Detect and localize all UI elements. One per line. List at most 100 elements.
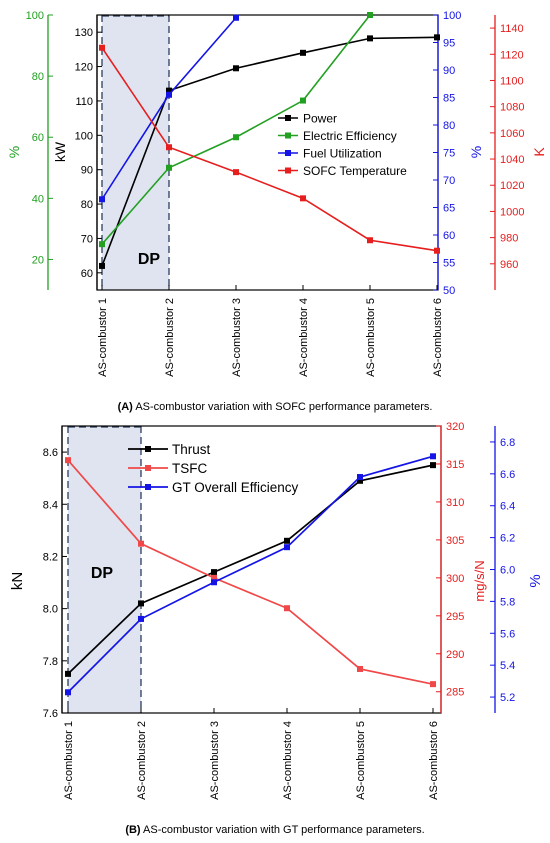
eff-tick-label: 80 — [32, 71, 44, 83]
legend-marker-fuel-utilization — [285, 150, 291, 156]
util-tick-label: 55 — [443, 258, 455, 270]
point-electric-efficiency — [300, 97, 306, 104]
caption-a-label: (A) — [117, 401, 133, 413]
legend-marker-tsfc — [145, 465, 151, 471]
point-tsfc — [65, 457, 71, 464]
temp-tick-label: 980 — [500, 233, 518, 245]
tsfc-axis-title: mg/s/N — [472, 560, 487, 601]
point-gt-overall-efficiency — [357, 474, 363, 481]
legend-marker-power — [285, 115, 291, 121]
util-tick-label: 90 — [443, 65, 455, 77]
tsfc-tick-label: 320 — [446, 421, 464, 433]
gteff-tick-label: 6.4 — [500, 501, 515, 513]
kw-tick-label: 70 — [81, 233, 93, 245]
chart-b: DP 7.6 7.8 8.0 8.2 8.4 8.6 285 290 295 300 305 310 31… — [9, 421, 544, 800]
kn-axis-title: kN — [9, 572, 26, 590]
point-thrust — [357, 477, 363, 484]
caption-b: (B) AS-combustor variation with GT perfo… — [0, 824, 550, 836]
legend-label-electric-efficiency: Electric Efficiency — [303, 129, 397, 143]
x-tick-label-a: AS-combustor 6 — [432, 298, 444, 377]
point-gt-overall-efficiency — [138, 615, 144, 622]
dp-region — [102, 15, 169, 290]
legend-marker-electric-efficiency — [285, 132, 291, 139]
kw-tick-label: 120 — [75, 62, 93, 74]
point-tsfc — [211, 574, 217, 581]
gteff-tick-label: 5.6 — [500, 628, 515, 640]
legend-marker-sofc-temperature — [285, 167, 291, 174]
kn-tick-label: 8.2 — [43, 551, 58, 563]
kw-tick-label: 80 — [81, 199, 93, 211]
kw-tick-label: 110 — [75, 96, 93, 108]
tsfc-tick-label: 285 — [446, 687, 464, 699]
legend-marker-thrust — [145, 446, 151, 452]
series-line-gt-overall-efficiency — [67, 455, 434, 693]
eff-axis-title: % — [6, 146, 22, 158]
point-power — [300, 49, 306, 56]
x-tick-label-b: AS-combustor 3 — [209, 721, 221, 800]
temp-tick-label: 1020 — [500, 180, 524, 192]
series-line-thrust — [67, 464, 434, 675]
point-gt-overall-efficiency — [430, 453, 436, 460]
point-electric-efficiency — [233, 134, 239, 141]
util-tick-label: 100 — [443, 10, 461, 22]
temp-tick-label: 1140 — [500, 23, 524, 35]
point-power — [166, 87, 172, 94]
point-thrust — [430, 462, 436, 469]
point-sofc-temperature — [300, 195, 306, 202]
point-sofc-temperature — [233, 169, 239, 176]
util-axis-title: % — [468, 146, 484, 158]
point-gt-overall-efficiency — [211, 579, 217, 586]
temp-tick-label: 960 — [500, 259, 518, 271]
series-line-sofc-temperature — [101, 47, 438, 252]
caption-a-text: AS-combustor variation with SOFC perform… — [135, 401, 433, 413]
legend-marker-gt-overall-efficiency — [145, 484, 151, 490]
gteff-tick-label: 5.8 — [500, 596, 515, 608]
gteff-tick-label: 5.2 — [500, 692, 515, 704]
gteff-axis-title: % — [527, 574, 544, 587]
point-thrust — [138, 600, 144, 607]
kw-tick-label: 90 — [81, 165, 93, 177]
kn-tick-label: 8.4 — [43, 499, 58, 511]
point-electric-efficiency — [166, 164, 172, 171]
kn-tick-label: 7.8 — [43, 656, 58, 668]
tsfc-tick-label: 315 — [446, 459, 464, 471]
util-tick-label: 85 — [443, 93, 455, 105]
series-line-tsfc — [67, 459, 434, 685]
point-fuel-utilization — [233, 14, 239, 21]
temp-tick-label: 1080 — [500, 102, 524, 114]
point-power — [99, 262, 105, 269]
gteff-tick-label: 6.2 — [500, 533, 515, 545]
chart-a: DP 60 70 80 90 100 110 120 130 20 40 60 80 100 50 55 60 6… — [6, 10, 547, 377]
point-sofc-temperature — [166, 144, 172, 151]
x-tick-label-b: AS-combustor 1 — [63, 721, 75, 800]
kn-tick-label: 7.6 — [43, 708, 58, 720]
util-tick-label: 95 — [443, 38, 455, 50]
gteff-tick-label: 6.0 — [500, 565, 515, 577]
kw-tick-label: 60 — [81, 268, 93, 280]
legend-label-thrust: Thrust — [172, 442, 211, 457]
util-tick-label: 70 — [443, 175, 455, 187]
util-tick-label: 50 — [443, 285, 455, 297]
dp-label: DP — [138, 251, 161, 268]
eff-tick-label: 20 — [32, 254, 44, 266]
point-electric-efficiency — [367, 12, 373, 18]
legend-label-sofc-temperature: SOFC Temperature — [303, 164, 407, 178]
legend-label-tsfc: TSFC — [172, 461, 207, 476]
caption-b-label: (B) — [125, 824, 141, 836]
point-power — [233, 65, 239, 72]
eff-tick-label: 100 — [26, 10, 44, 22]
tsfc-tick-label: 300 — [446, 573, 464, 585]
point-power — [434, 34, 440, 41]
eff-tick-label: 60 — [32, 132, 44, 144]
util-tick-label: 65 — [443, 203, 455, 215]
dp-label-b: DP — [91, 565, 114, 582]
kw-tick-label: 130 — [75, 27, 93, 39]
util-tick-label: 80 — [443, 120, 455, 132]
point-gt-overall-efficiency — [284, 544, 290, 551]
point-fuel-utilization — [166, 91, 172, 98]
legend-label-power: Power — [303, 112, 337, 126]
point-tsfc — [430, 681, 436, 688]
point-thrust — [284, 537, 290, 544]
temp-tick-label: 1060 — [500, 128, 524, 140]
